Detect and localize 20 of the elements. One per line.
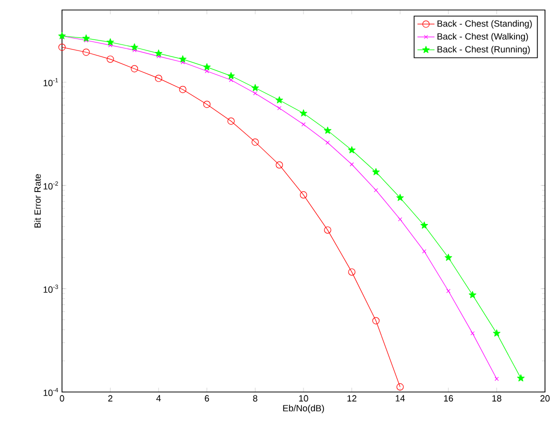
- x-tick-label: 14: [396, 395, 405, 402]
- y-tick-label: 10$^{-3}$: [44, 284, 58, 293]
- x-tick-label: 0: [60, 395, 64, 402]
- y-tick-label: 10$^{-1}$: [44, 78, 58, 86]
- y-tick-label: 10$^{-2}$: [44, 181, 58, 190]
- x-axis-title: Eb/No(dB): [283, 404, 324, 414]
- x-tick-label: 12: [347, 395, 356, 402]
- x-tick-label: 18: [492, 395, 502, 402]
- x-tick-label: 6: [204, 395, 210, 402]
- y-axis-title: Bit Error Rate: [34, 174, 41, 228]
- x-tick-label: 20: [540, 395, 550, 402]
- x-tick-label: 16: [444, 395, 454, 402]
- y-tick-label: 10$^{-4}$: [44, 388, 58, 396]
- x-tick-label: 2: [108, 395, 112, 402]
- x-tick-label: 4: [156, 395, 161, 402]
- legend-label: Back - Chest (Running): [438, 46, 530, 54]
- x-tick-label: 8: [253, 395, 258, 402]
- legend-label: Back - Chest (Walking): [438, 33, 528, 42]
- legend-label: Back - Chest (Standing): [438, 20, 532, 29]
- x-tick-label: 10: [299, 395, 308, 402]
